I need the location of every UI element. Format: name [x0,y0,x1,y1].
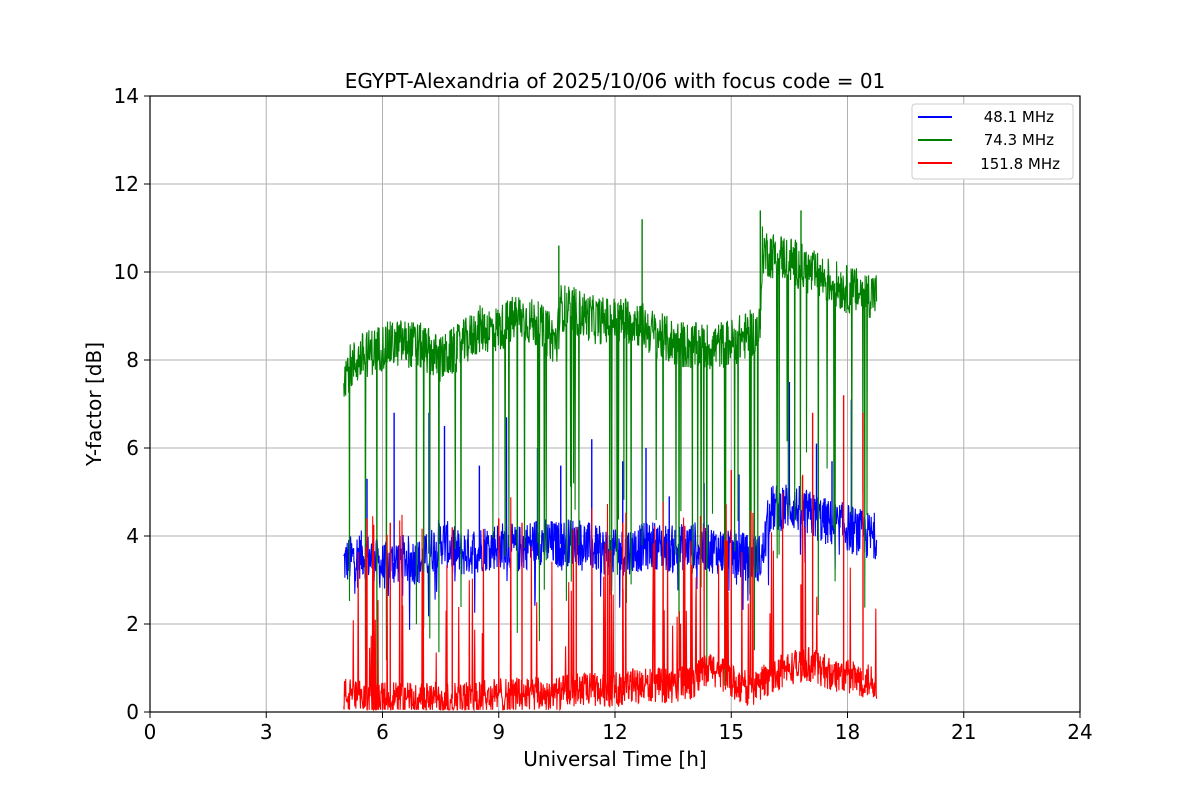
y-tick-label: 10 [114,260,139,284]
x-tick-label: 12 [602,720,627,744]
series-line-151-8 [343,474,878,712]
y-tick-label: 8 [126,348,139,372]
y-tick-label: 12 [114,172,139,196]
x-tick-label: 3 [260,720,273,744]
y-axis-title: Y-factor [dB] [82,342,106,467]
y-tick-label: 2 [126,612,139,636]
legend-label-74-3: 74.3 MHz [984,131,1054,149]
y-tick-label: 14 [114,84,139,108]
y-tick-label: 6 [126,436,139,460]
legend-label-48-1: 48.1 MHz [984,108,1054,126]
x-tick-label: 24 [1067,720,1092,744]
series-group [343,210,878,712]
x-tick-label: 21 [951,720,976,744]
y-tick-label: 4 [126,524,139,548]
chart-title: EGYPT-Alexandria of 2025/10/06 with focu… [345,69,886,93]
x-tick-label: 18 [835,720,860,744]
x-tick-label: 0 [144,720,157,744]
series-line-74-3 [343,226,878,686]
x-axis-title: Universal Time [h] [523,747,706,771]
x-tick-label: 9 [492,720,505,744]
legend-frame [911,103,1074,180]
legend-label-151-8: 151.8 MHz [980,155,1060,173]
x-tick-label: 15 [719,720,744,744]
y-tick-label: 0 [126,700,139,724]
x-tick-label: 6 [376,720,389,744]
legend: 48.1 MHz 74.3 MHz 151.8 MHz [911,103,1074,180]
